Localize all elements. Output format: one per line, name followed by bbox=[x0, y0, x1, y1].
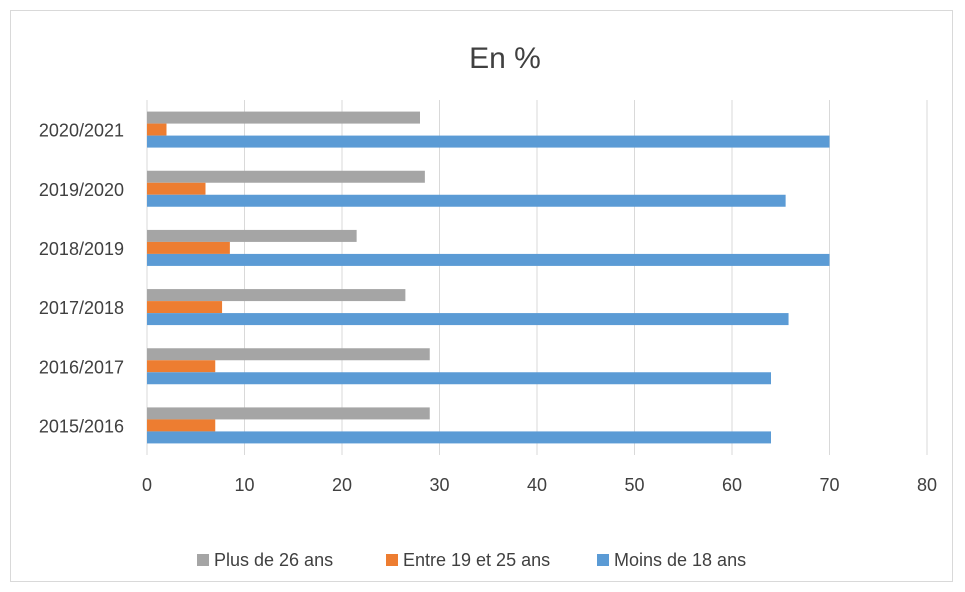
bar-plus-de-26-ans bbox=[147, 407, 430, 420]
x-tick-label: 30 bbox=[429, 475, 449, 495]
bars bbox=[147, 111, 830, 444]
x-axis: 0 10 20 30 40 50 60 70 80 bbox=[142, 475, 937, 495]
bar-entre-19-et-25-ans bbox=[147, 360, 216, 373]
bar-entre-19-et-25-ans bbox=[147, 419, 216, 432]
legend: Plus de 26 ans Entre 19 et 25 ans Moins de… bbox=[197, 550, 746, 570]
bar-plus-de-26-ans bbox=[147, 170, 425, 183]
x-tick-label: 80 bbox=[917, 475, 937, 495]
y-tick-label: 2015/2016 bbox=[39, 416, 124, 436]
x-tick-label: 60 bbox=[722, 475, 742, 495]
bar-entre-19-et-25-ans bbox=[147, 301, 223, 314]
y-tick-label: 2017/2018 bbox=[39, 298, 124, 318]
legend-label: Moins de 18 ans bbox=[614, 550, 746, 570]
y-axis: 2015/2016 2016/2017 2017/2018 2018/2019 2019… bbox=[39, 121, 124, 437]
y-tick-label: 2018/2019 bbox=[39, 239, 124, 259]
bar-entre-19-et-25-ans bbox=[147, 123, 167, 136]
y-tick-label: 2020/2021 bbox=[39, 121, 124, 141]
x-tick-label: 10 bbox=[234, 475, 254, 495]
legend-swatch bbox=[197, 554, 209, 566]
bar-moins-de-18-ans bbox=[147, 253, 830, 266]
x-tick-label: 0 bbox=[142, 475, 152, 495]
bar-entre-19-et-25-ans bbox=[147, 182, 206, 195]
x-tick-label: 70 bbox=[819, 475, 839, 495]
bar-plus-de-26-ans bbox=[147, 348, 430, 361]
y-tick-label: 2016/2017 bbox=[39, 357, 124, 377]
x-tick-label: 20 bbox=[332, 475, 352, 495]
legend-label: Entre 19 et 25 ans bbox=[403, 550, 550, 570]
gridlines bbox=[146, 100, 928, 455]
bar-moins-de-18-ans bbox=[147, 431, 771, 444]
bar-plus-de-26-ans bbox=[147, 289, 406, 302]
bar-moins-de-18-ans bbox=[147, 313, 789, 326]
bar-moins-de-18-ans bbox=[147, 135, 830, 148]
bar-plus-de-26-ans bbox=[147, 111, 420, 124]
bar-moins-de-18-ans bbox=[147, 372, 771, 385]
x-tick-label: 50 bbox=[624, 475, 644, 495]
legend-swatch bbox=[597, 554, 609, 566]
bar-plus-de-26-ans bbox=[147, 229, 357, 242]
legend-label: Plus de 26 ans bbox=[214, 550, 333, 570]
bar-moins-de-18-ans bbox=[147, 194, 786, 207]
bar-entre-19-et-25-ans bbox=[147, 241, 230, 254]
chart-title: En % bbox=[469, 42, 541, 75]
legend-swatch bbox=[386, 554, 398, 566]
y-tick-label: 2019/2020 bbox=[39, 180, 124, 200]
x-tick-label: 40 bbox=[527, 475, 547, 495]
